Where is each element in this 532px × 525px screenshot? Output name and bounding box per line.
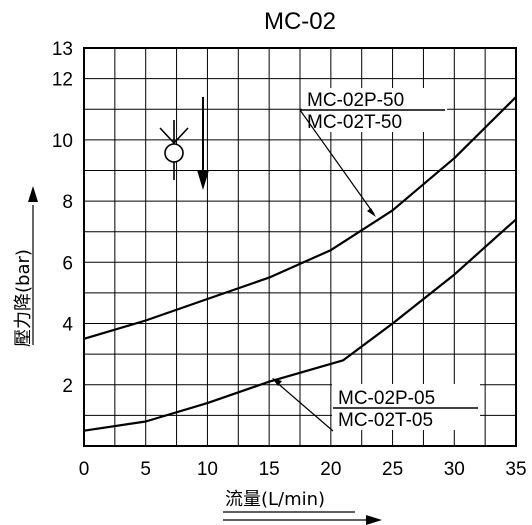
annotation-lower-leader xyxy=(274,380,334,432)
y-tick-label: 10 xyxy=(52,131,73,152)
series-line xyxy=(83,218,517,432)
y-tick-label: 2 xyxy=(62,376,73,397)
x-tick-label: 30 xyxy=(444,459,465,480)
annotation-upper-line2: MC-02T-50 xyxy=(307,112,402,133)
check-valve-icon xyxy=(159,120,189,180)
y-axis-title: 壓力降(bar) xyxy=(13,249,34,347)
y-tick-label: 4 xyxy=(62,315,73,336)
y-axis-title-arrowhead xyxy=(28,186,38,202)
x-tick-labels: 0 5 10 15 20 25 30 35 xyxy=(79,459,527,480)
x-tick-label: 20 xyxy=(320,459,341,480)
x-tick-label: 15 xyxy=(259,459,280,480)
annotation-upper-arrowhead xyxy=(367,208,376,217)
y-tick-label: 12 xyxy=(52,70,73,91)
y-tick-label: 8 xyxy=(62,192,73,213)
x-tick-label: 25 xyxy=(382,459,403,480)
y-tick-labels: 2 4 6 8 10 12 13 xyxy=(52,39,74,397)
annotation-upper: MC-02P-50 MC-02T-50 xyxy=(299,88,447,217)
plot-frame xyxy=(83,47,517,447)
x-tick-label: 10 xyxy=(197,459,218,480)
chart-title: MC-02 xyxy=(264,8,336,35)
flow-direction-arrow-icon xyxy=(197,97,209,190)
annotation-lower-line2: MC-02T-05 xyxy=(338,410,433,431)
series-group xyxy=(83,96,517,432)
annotation-lower: MC-02P-05 MC-02T-05 xyxy=(272,378,480,432)
annotation-lower-arrowhead xyxy=(272,378,282,386)
x-axis-title: 流量(L/min) xyxy=(225,489,325,510)
x-tick-label: 5 xyxy=(140,459,151,480)
x-axis-title-arrowhead xyxy=(366,515,382,525)
annotation-upper-line1: MC-02P-50 xyxy=(307,90,404,111)
annotation-lower-line1: MC-02P-05 xyxy=(338,388,435,409)
annotation-upper-leader xyxy=(299,109,375,215)
series-line xyxy=(83,96,517,340)
x-tick-label: 35 xyxy=(505,459,526,480)
y-tick-label: 13 xyxy=(52,39,73,60)
x-tick-label: 0 xyxy=(79,459,90,480)
y-tick-label: 6 xyxy=(62,253,73,274)
